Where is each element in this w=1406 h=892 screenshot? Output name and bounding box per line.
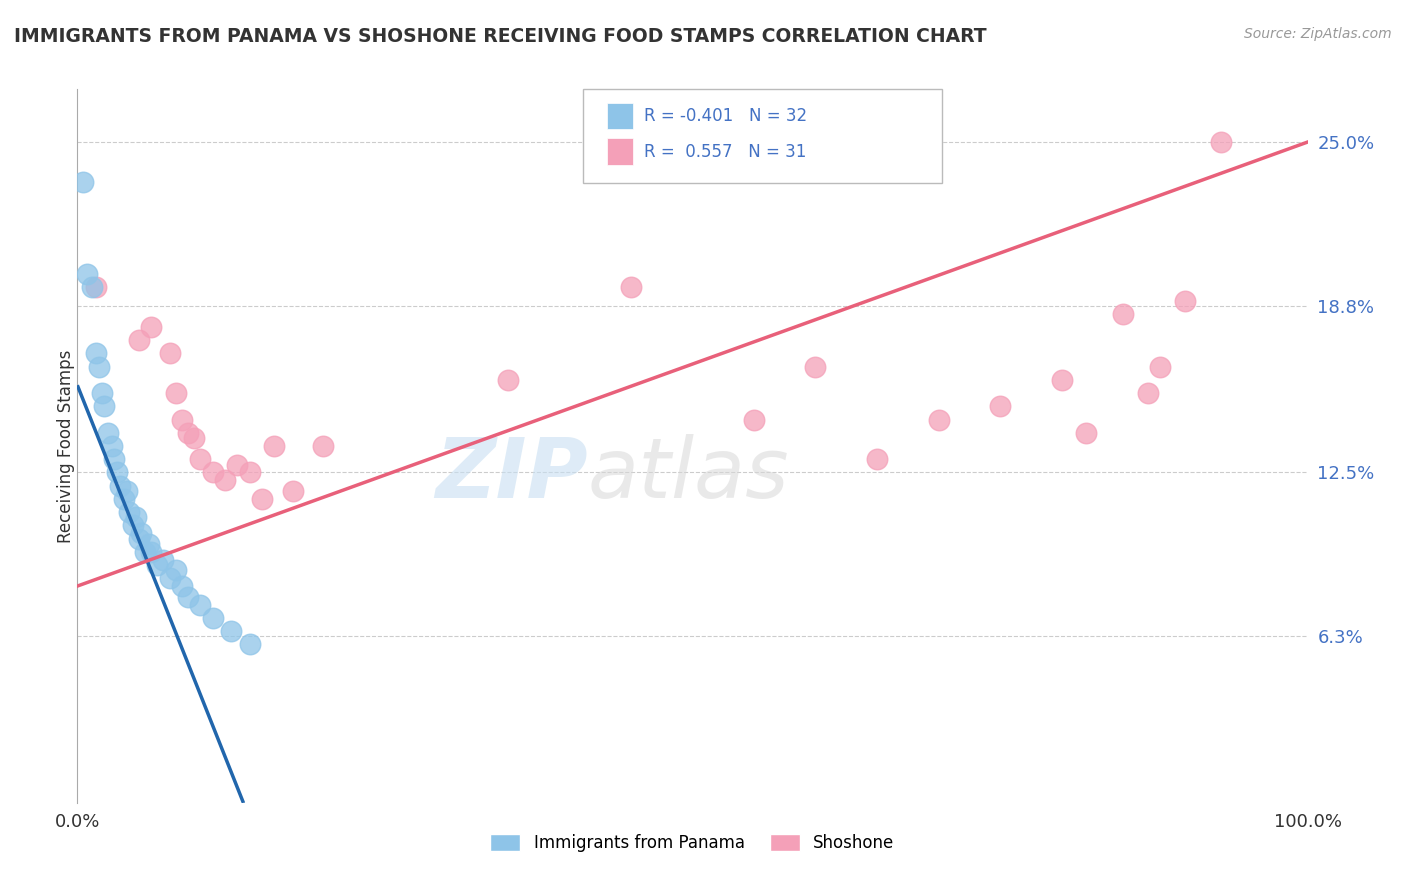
Point (988, 400, 1011, 414)
Point (152, 552, 174, 566)
Point (239, 637, 262, 651)
Point (159, 346, 181, 360)
Point (1050, 373, 1073, 387)
Point (165, 563, 187, 577)
Point (1112, 307, 1135, 321)
Point (138, 537, 160, 551)
Point (1076, 425, 1098, 440)
Point (1211, 135, 1233, 149)
Text: atlas: atlas (588, 434, 790, 515)
Point (90, 386, 114, 401)
Point (226, 458, 249, 472)
Point (84, 280, 107, 294)
Point (105, 466, 128, 480)
Point (141, 320, 163, 334)
Point (82, 280, 104, 294)
Point (84, 346, 107, 360)
Text: ZIP: ZIP (436, 434, 588, 515)
Point (112, 491, 135, 506)
Point (93, 400, 115, 414)
Point (1174, 293, 1197, 308)
Point (1136, 386, 1159, 401)
Point (134, 545, 156, 559)
Text: Source: ZipAtlas.com: Source: ZipAtlas.com (1244, 27, 1392, 41)
Point (103, 452, 125, 467)
Point (1149, 359, 1171, 374)
Point (118, 505, 141, 519)
Point (742, 412, 765, 426)
Point (188, 598, 212, 612)
Point (250, 491, 273, 506)
Point (281, 483, 304, 498)
Point (201, 466, 224, 480)
Point (219, 624, 242, 638)
Point (146, 558, 169, 572)
Point (121, 518, 143, 533)
Point (866, 452, 889, 467)
Point (128, 532, 150, 546)
Point (115, 483, 138, 498)
Legend: Immigrants from Panama, Shoshone: Immigrants from Panama, Shoshone (484, 827, 901, 859)
Point (239, 466, 262, 480)
Point (170, 579, 193, 593)
Y-axis label: Receiving Food Stamps: Receiving Food Stamps (58, 350, 75, 542)
Point (129, 526, 153, 541)
Text: R =  0.557   N = 31: R = 0.557 N = 31 (644, 143, 806, 161)
Point (804, 359, 827, 374)
Point (177, 425, 200, 440)
Point (97, 425, 120, 440)
Point (496, 373, 519, 387)
Point (183, 431, 205, 445)
Point (76, 267, 98, 281)
Point (110, 478, 132, 492)
Point (177, 590, 200, 604)
Point (214, 474, 236, 488)
Point (165, 386, 187, 401)
Point (128, 333, 150, 347)
Point (101, 439, 124, 453)
Text: IMMIGRANTS FROM PANAMA VS SHOSHONE RECEIVING FOOD STAMPS CORRELATION CHART: IMMIGRANTS FROM PANAMA VS SHOSHONE RECEI… (14, 27, 987, 45)
Point (159, 571, 181, 585)
Point (72, 175, 94, 189)
Point (89, 359, 111, 374)
Point (125, 510, 148, 524)
Point (201, 611, 224, 625)
Point (263, 439, 285, 453)
Point (312, 439, 335, 453)
Point (170, 412, 193, 426)
Point (620, 280, 643, 294)
Point (141, 545, 163, 559)
Text: R = -0.401   N = 32: R = -0.401 N = 32 (644, 107, 807, 125)
Point (188, 452, 212, 467)
Point (928, 412, 950, 426)
